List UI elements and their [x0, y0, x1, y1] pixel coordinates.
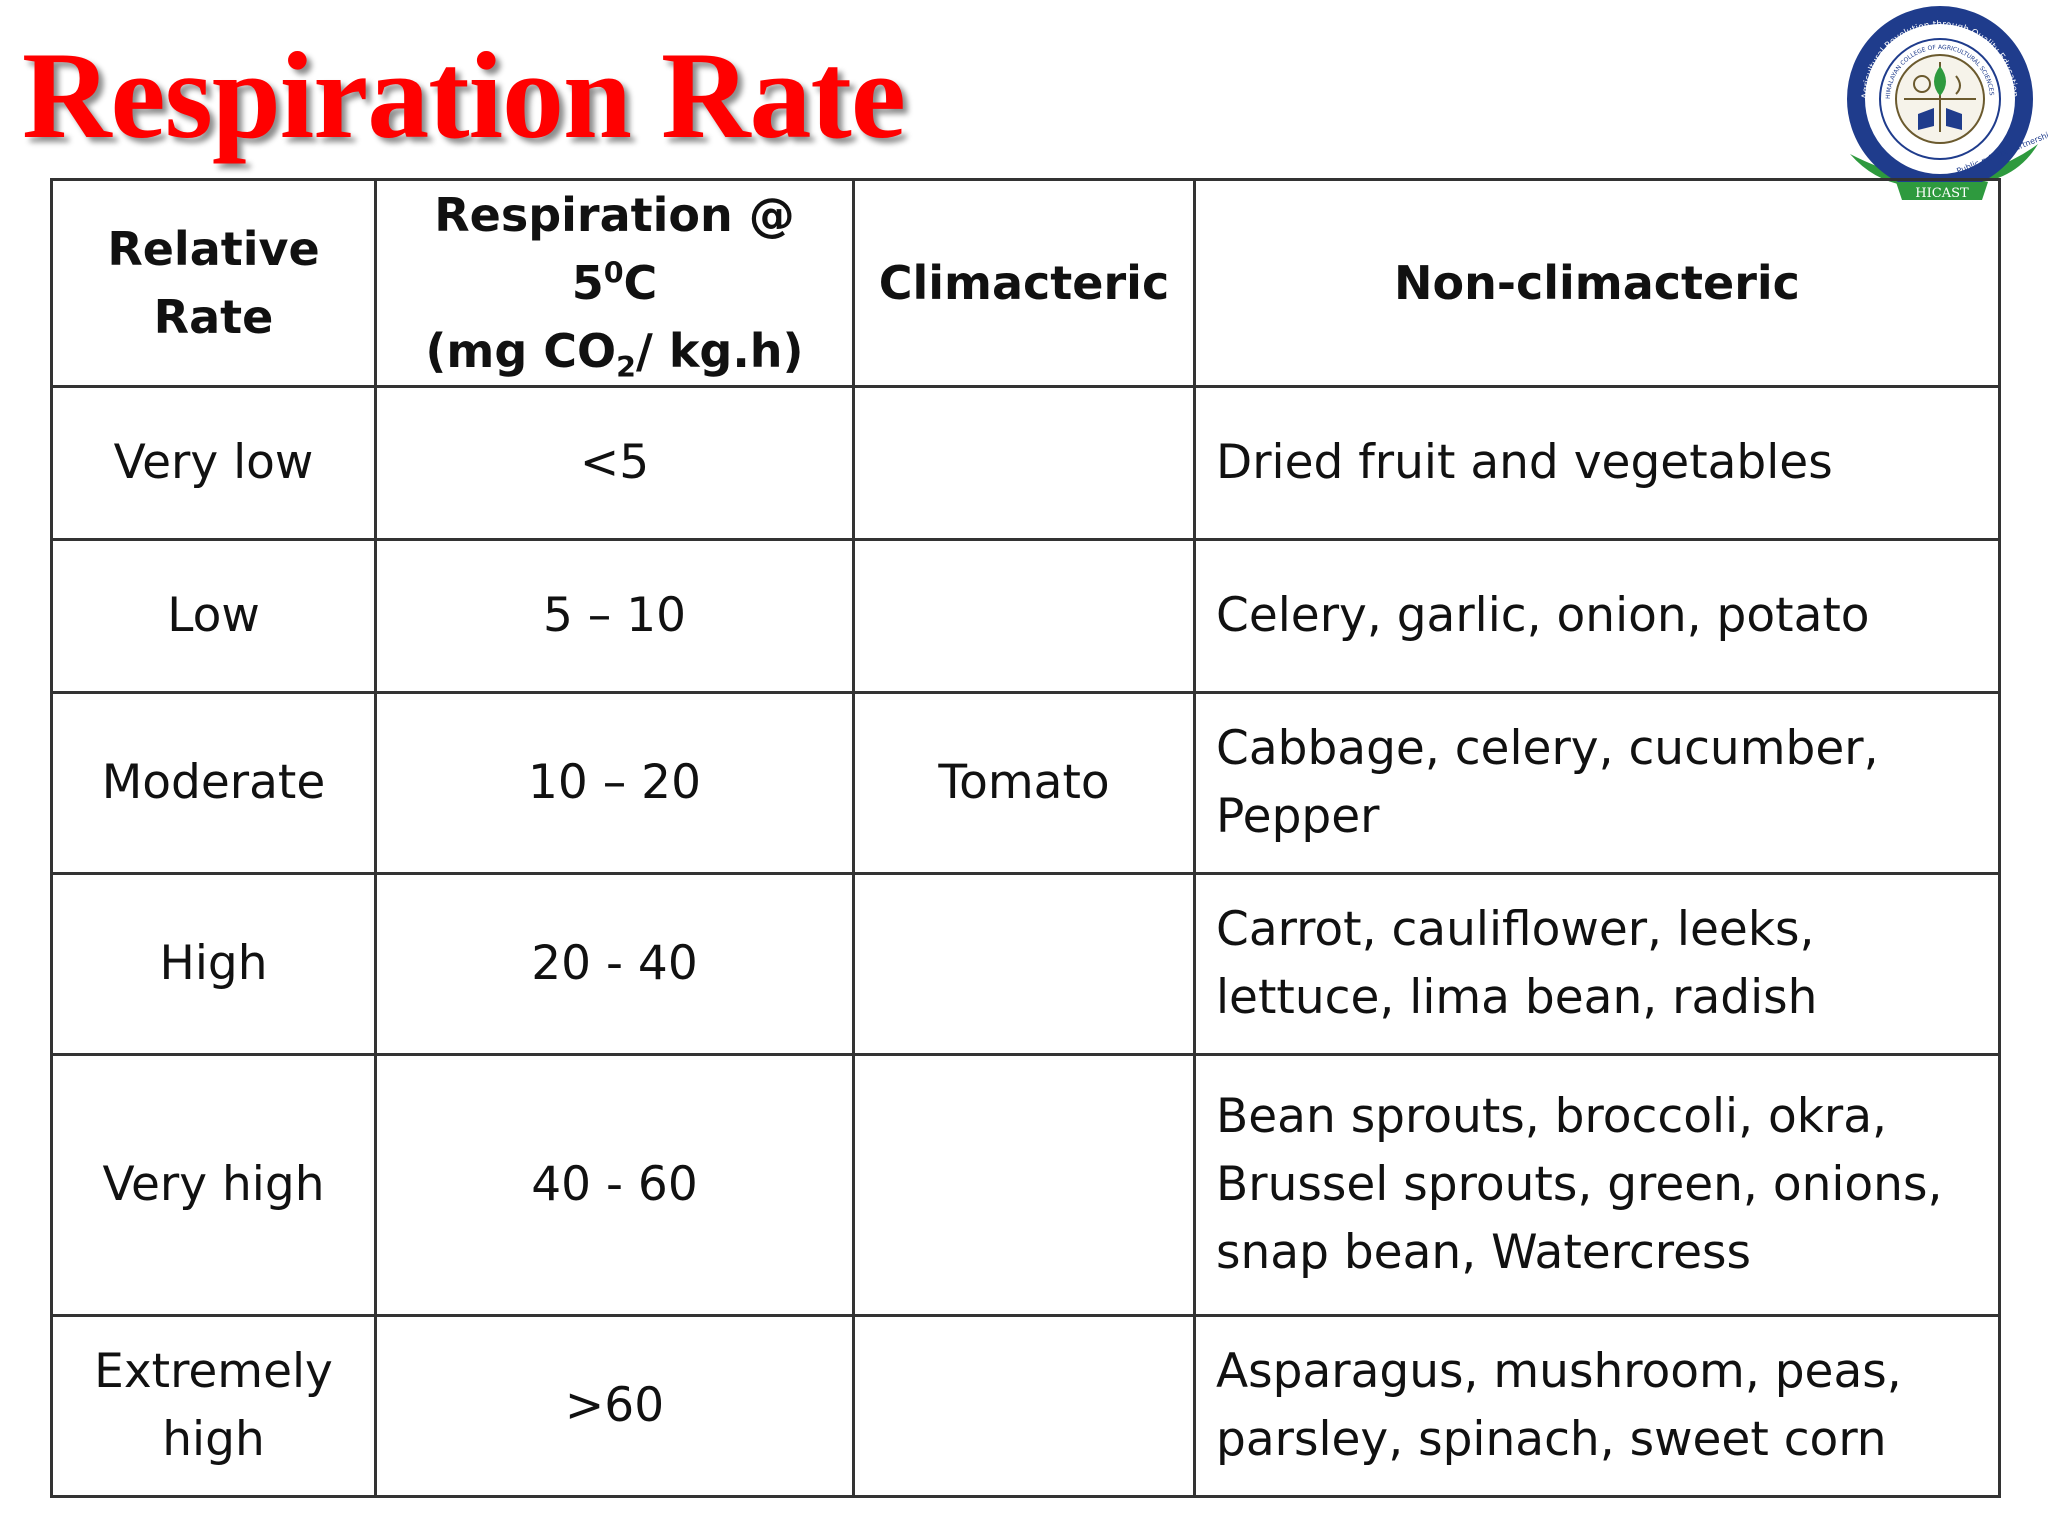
cell-respiration-value: 20 - 40: [374, 872, 855, 1056]
cell-respiration-value: >60: [374, 1314, 855, 1498]
cell-climacteric: [852, 1053, 1196, 1317]
table-row: Very high 40 - 60 Bean sprouts, broccoli…: [50, 1053, 2001, 1317]
table-row: High 20 - 40 Carrot, cauliflower, leeks,…: [50, 872, 2001, 1056]
cell-respiration-value: 5 – 10: [374, 538, 855, 694]
header-respiration-sup: 0: [603, 256, 624, 290]
header-respiration-line2-pre: (mg CO: [425, 324, 617, 378]
header-respiration: Respiration @ 50C (mg CO2/ kg.h): [374, 178, 855, 388]
respiration-table-container: Relative Rate Respiration @ 50C (mg CO2/…: [50, 178, 2001, 1498]
header-respiration-line1-post: C: [623, 256, 658, 310]
cell-non-climacteric: Asparagus, mushroom, peas, parsley, spin…: [1193, 1314, 2001, 1498]
cell-respiration-value: 40 - 60: [374, 1053, 855, 1317]
hicast-logo: Agricultural Revolution through Quality …: [1838, 4, 2048, 201]
cell-non-climacteric: Bean sprouts, broccoli, okra, Brussel sp…: [1193, 1053, 2001, 1317]
cell-respiration-value: 10 – 20: [374, 691, 855, 875]
cell-relative-rate: Low: [50, 538, 377, 694]
table-row: Very low <5 Dried fruit and vegetables: [50, 385, 2001, 541]
cell-relative-rate: Moderate: [50, 691, 377, 875]
cell-climacteric: [852, 385, 1196, 541]
header-respiration-line1-pre: Respiration @ 5: [434, 188, 795, 310]
header-relative-rate: Relative Rate: [50, 178, 377, 388]
cell-climacteric: Tomato: [852, 691, 1196, 875]
table-header-row: Relative Rate Respiration @ 50C (mg CO2/…: [50, 178, 2001, 388]
cell-non-climacteric: Dried fruit and vegetables: [1193, 385, 2001, 541]
header-respiration-line2-post: / kg.h): [636, 324, 804, 378]
header-respiration-sub: 2: [616, 351, 636, 385]
slide-title: Respiration Rate: [22, 27, 906, 164]
table-row: Moderate 10 – 20 Tomato Cabbage, celery,…: [50, 691, 2001, 875]
cell-climacteric: [852, 872, 1196, 1056]
cell-non-climacteric: Celery, garlic, onion, potato: [1193, 538, 2001, 694]
header-non-climacteric: Non-climacteric: [1193, 178, 2001, 388]
cell-relative-rate: Very low: [50, 385, 377, 541]
respiration-rate-table: Relative Rate Respiration @ 50C (mg CO2/…: [50, 178, 2001, 1498]
cell-climacteric: [852, 538, 1196, 694]
cell-respiration-value: <5: [374, 385, 855, 541]
cell-climacteric: [852, 1314, 1196, 1498]
cell-relative-rate: High: [50, 872, 377, 1056]
header-climacteric: Climacteric: [852, 178, 1196, 388]
cell-non-climacteric: Carrot, cauliflower, leeks, lettuce, lim…: [1193, 872, 2001, 1056]
table-row: Extremely high >60 Asparagus, mushroom, …: [50, 1314, 2001, 1498]
cell-relative-rate: Very high: [50, 1053, 377, 1317]
cell-relative-rate: Extremely high: [50, 1314, 377, 1498]
table-row: Low 5 – 10 Celery, garlic, onion, potato: [50, 538, 2001, 694]
cell-non-climacteric: Cabbage, celery, cucumber, Pepper: [1193, 691, 2001, 875]
